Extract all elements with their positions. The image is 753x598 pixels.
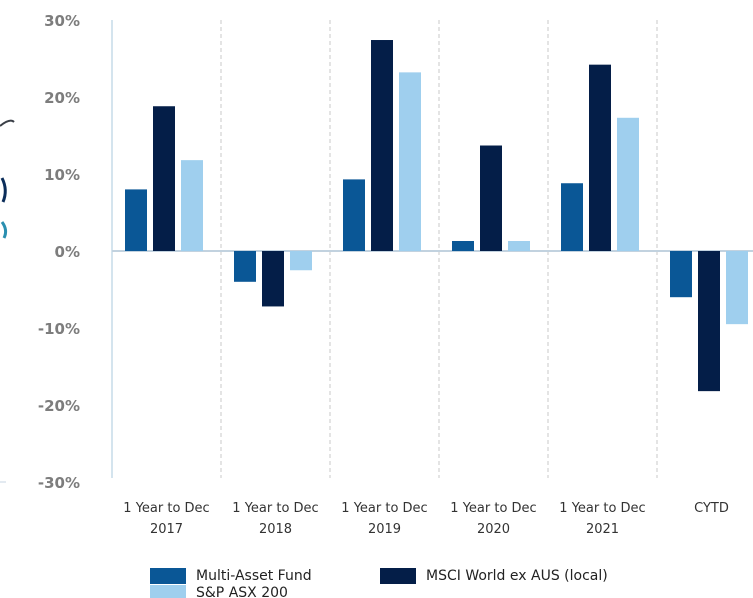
y-tick-label: -10% [38, 320, 80, 338]
bar [726, 251, 748, 325]
x-category-label: 1 Year to Dec [559, 501, 645, 516]
bar [290, 251, 312, 271]
legend-item: MSCI World ex AUS (local) [380, 568, 608, 584]
bar [561, 183, 583, 251]
bar [617, 117, 639, 251]
y-tick-label: 10% [44, 166, 80, 184]
x-category-label: 1 Year to Dec [341, 501, 427, 516]
y-tick-label: -30% [38, 474, 80, 492]
bar [234, 251, 256, 282]
y-tick-label: 20% [44, 89, 80, 107]
x-category-label: 1 Year to Dec [232, 501, 318, 516]
legend-swatch [150, 568, 186, 584]
bar [343, 179, 365, 251]
bar [181, 160, 203, 251]
legend: Multi-Asset Fund MSCI World ex AUS (local… [150, 566, 710, 598]
legend-label: Multi-Asset Fund [196, 568, 312, 584]
legend-swatch [150, 585, 186, 598]
x-category-label: 1 Year to Dec [450, 501, 536, 516]
legend-item: S&P ASX 200 [150, 585, 288, 598]
bar-chart: 30% 20% 10% 0% -10% -20% -30% 1 Year to Dec 201… [0, 12, 753, 537]
x-category-label: 2019 [368, 522, 401, 537]
legend-label: MSCI World ex AUS (local) [426, 568, 608, 584]
bar [452, 240, 474, 251]
bar [480, 145, 502, 251]
legend-swatch [380, 568, 416, 584]
y-tick-label: 0% [55, 243, 80, 261]
x-category-label: CYTD [694, 501, 729, 516]
x-category-label: 1 Year to Dec [123, 501, 209, 516]
bar [153, 106, 175, 252]
bar [589, 64, 611, 251]
x-category-label: 2020 [477, 522, 510, 537]
bar [508, 240, 530, 251]
bar [262, 251, 284, 307]
bar [125, 189, 147, 251]
bar [670, 251, 692, 298]
y-tick-label: 30% [44, 12, 80, 30]
x-category-label: 2021 [586, 522, 619, 537]
bar [371, 40, 393, 251]
legend-item: Multi-Asset Fund [150, 568, 312, 584]
decorative-ribbon [0, 119, 15, 483]
bar [698, 251, 720, 392]
x-category-label: 2018 [259, 522, 292, 537]
legend-label: S&P ASX 200 [196, 585, 288, 598]
y-tick-label: -20% [38, 397, 80, 415]
x-category-label: 2017 [150, 522, 183, 537]
bar [399, 72, 421, 251]
